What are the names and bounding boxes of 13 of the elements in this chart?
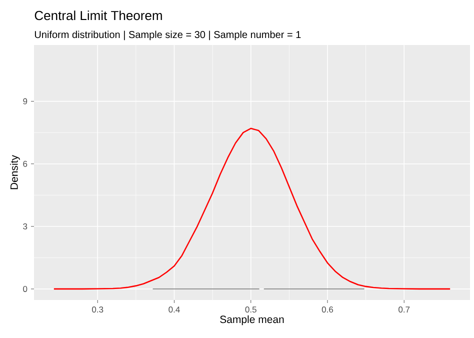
x-tick-label: 0.7 <box>398 306 410 313</box>
x-tick-label: 0.6 <box>322 306 334 313</box>
x-tick-label: 0.5 <box>245 306 256 313</box>
y-tick-label: 6 <box>23 160 28 167</box>
y-tick-label: 0 <box>23 286 28 292</box>
x-axis-title: Sample mean <box>220 315 284 326</box>
y-axis-title: Density <box>10 155 20 190</box>
y-tick-label: 3 <box>23 223 28 230</box>
x-tick-label: 0.4 <box>168 306 180 313</box>
chart-subtitle: Uniform distribution | Sample size = 30 | Sample number = 1 <box>34 30 301 40</box>
chart-title: Central Limit Theorem <box>34 10 162 20</box>
x-tick-label: 0.3 <box>92 306 104 313</box>
y-tick-label: 9 <box>23 98 28 104</box>
